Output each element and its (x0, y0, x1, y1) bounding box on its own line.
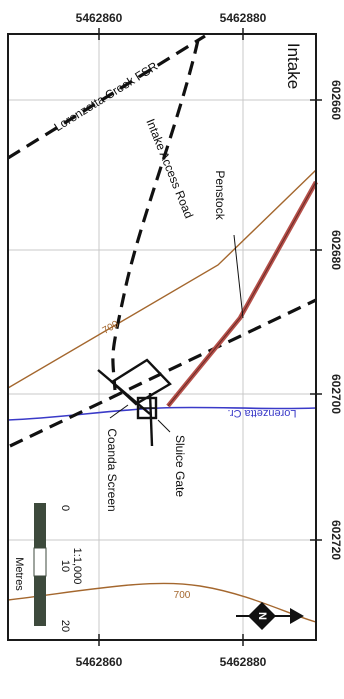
northing-label-2: 602680 (329, 230, 343, 270)
easting-bottom-1: 5462860 (76, 655, 123, 669)
scale-bar-segment-3 (34, 576, 46, 626)
map-title: Intake (284, 43, 303, 89)
scale-ratio: 1:1,000 (71, 548, 83, 585)
sluice-gate-structure (148, 392, 154, 447)
scale-tick-20: 20 (59, 620, 71, 632)
diagonal-road (9, 298, 317, 448)
access-road-label: Intake Access Road (143, 117, 196, 221)
easting-top-1: 5462860 (76, 11, 123, 25)
access-road (111, 39, 200, 391)
coanda-leader (109, 404, 129, 419)
sluice-gate-label: Sluice Gate (173, 435, 187, 497)
north-arrow-label: N (256, 612, 268, 620)
penstock-leader (233, 234, 244, 319)
contour-line-lower (7, 582, 317, 623)
northing-label-3: 602700 (329, 374, 343, 414)
north-arrow-head (290, 608, 304, 624)
intake-structures (97, 358, 172, 447)
coanda-screen-label: Coanda Screen (105, 428, 119, 511)
easting-top-2: 5462880 (220, 11, 267, 25)
sluice-leader (157, 419, 171, 433)
scale-tick-0: 0 (59, 505, 71, 511)
frame-ticks (98, 28, 322, 646)
grid-lines (8, 34, 316, 640)
scale-unit: Metres (13, 557, 25, 591)
creek-label: Lorenzetta Cr. (227, 407, 296, 419)
north-arrow-badge (248, 602, 276, 630)
north-arrow: N (236, 602, 304, 630)
contour-line-upper (7, 169, 317, 389)
scale-bar-segment-2 (33, 547, 47, 577)
northing-label-1: 602660 (329, 80, 343, 120)
easting-bottom-2: 5462880 (220, 655, 267, 669)
penstock-outline (167, 181, 317, 407)
penstock-label: Penstock (213, 170, 227, 220)
map-frame (7, 33, 317, 641)
scale-tick-10: 10 (59, 560, 71, 572)
scale-bar-segment-1 (34, 503, 46, 548)
roads (7, 34, 317, 448)
fsr-road (7, 34, 206, 160)
northing-label-4: 602720 (329, 520, 343, 560)
scale-bar: 0 10 20 1:1,000 Metres (13, 503, 83, 632)
contour-label-lower: 700 (174, 590, 191, 601)
contour-lines (7, 169, 317, 623)
creek-line (7, 406, 317, 421)
coanda-screen-structure (97, 369, 151, 415)
